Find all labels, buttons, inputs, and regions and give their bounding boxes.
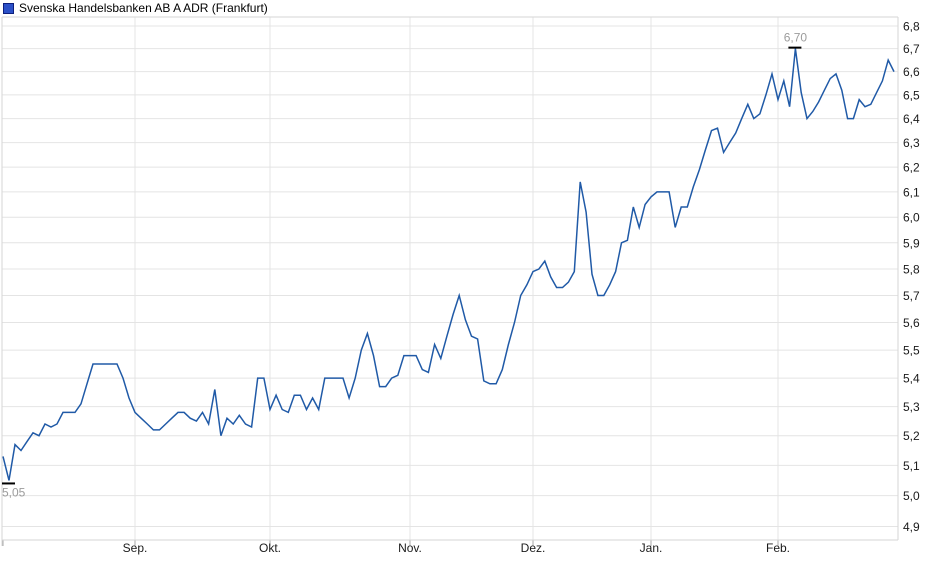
y-axis-label: 6,6 (903, 65, 920, 79)
y-axis-label: 5,6 (903, 316, 920, 330)
x-axis-month-label: Dez. (521, 541, 546, 555)
y-axis-label: 5,9 (903, 236, 920, 250)
y-axis-label: 6,7 (903, 42, 920, 56)
x-axis-month-label: Feb. (766, 541, 790, 555)
y-axis-label: 5,8 (903, 263, 920, 277)
x-axis-month-label: Sep. (123, 541, 148, 555)
y-axis-label: 5,0 (903, 489, 920, 503)
y-axis-label: 6,5 (903, 88, 920, 102)
high-marker-label: 6,70 (784, 31, 808, 45)
chart-legend: Svenska Handelsbanken AB A ADR (Frankfur… (3, 2, 268, 15)
chart-title: Svenska Handelsbanken AB A ADR (Frankfur… (19, 1, 268, 15)
y-axis-label: 5,1 (903, 459, 920, 473)
y-axis-label: 5,4 (903, 372, 920, 386)
y-axis-label: 5,2 (903, 429, 920, 443)
series-color-swatch-icon (3, 3, 14, 14)
y-axis-label: 5,5 (903, 344, 920, 358)
y-axis-label: 6,2 (903, 161, 920, 175)
y-axis-label: 6,8 (903, 20, 920, 34)
y-axis-label: 6,1 (903, 185, 920, 199)
y-axis-label: 6,3 (903, 136, 920, 150)
x-axis-month-label: Okt. (259, 541, 281, 555)
y-axis-label: 4,9 (903, 520, 920, 534)
x-axis-month-label: Jan. (640, 541, 663, 555)
y-axis-label: 6,4 (903, 112, 920, 126)
y-axis-label: 5,3 (903, 400, 920, 414)
low-marker-label: 5,05 (2, 485, 26, 499)
x-axis-month-label: Nov. (398, 541, 422, 555)
y-axis-label: 5,7 (903, 289, 920, 303)
y-axis-label: 6,0 (903, 211, 920, 225)
price-line (2, 48, 895, 481)
